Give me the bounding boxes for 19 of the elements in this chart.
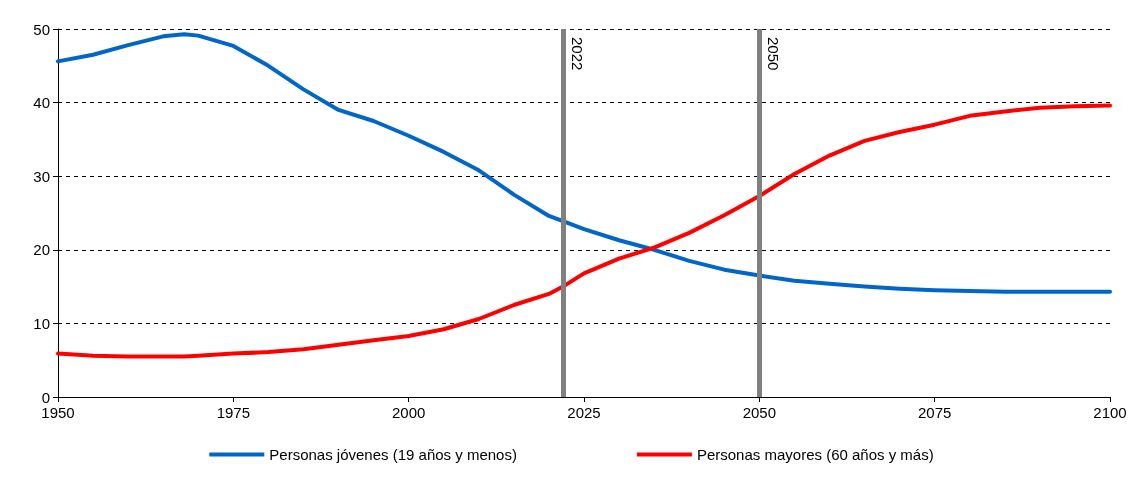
y-tick-label: 10 — [33, 314, 50, 332]
x-tick-label: 2075 — [917, 404, 952, 421]
y-tick-label: 30 — [33, 167, 50, 185]
y-tick-label: 40 — [33, 94, 50, 112]
y-tick-label: 0 — [41, 388, 50, 406]
line-series — [56, 32, 1112, 294]
legend-label: Personas jóvenes (19 años y menos) — [269, 446, 517, 463]
ref-line-label: 2022 — [568, 37, 586, 71]
x-tick-label: 2050 — [742, 404, 777, 421]
x-tick-label: 1975 — [216, 404, 251, 421]
x-tick-label: 1950 — [41, 404, 75, 421]
x-tick-label: 2025 — [567, 404, 601, 421]
y-tick-label: 50 — [33, 20, 50, 38]
x-tick-label: 2100 — [1093, 404, 1127, 421]
legend-label: Personas mayores (60 años y más) — [696, 446, 934, 463]
x-tick-label: 2000 — [391, 404, 426, 421]
ref-line-label: 2050 — [765, 37, 783, 71]
line-series — [56, 103, 1112, 359]
y-tick-label: 20 — [33, 241, 50, 259]
